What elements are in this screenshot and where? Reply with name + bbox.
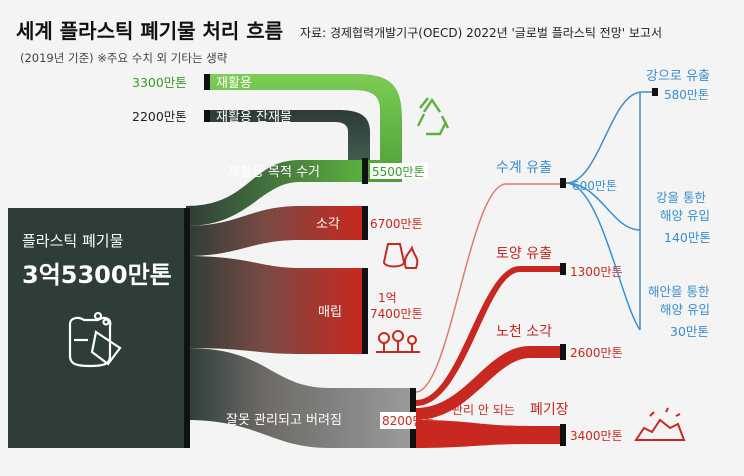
incineration-label: 소각: [316, 217, 340, 232]
landfill-flow-band: [186, 256, 362, 354]
residue-value: 2200만톤: [132, 109, 187, 124]
landfill-value-line2: 7400만톤: [370, 307, 423, 321]
recycled-value: 3300만톤: [132, 75, 187, 90]
incineration-flow-band: [186, 206, 362, 256]
water-label: 수계 유출: [496, 160, 552, 176]
source-label: 플라스틱 폐기물: [22, 232, 123, 250]
waste-pile-icon: [634, 407, 686, 441]
fire-bag-icon: [382, 243, 419, 269]
recycling-collection-band: [186, 160, 362, 226]
river-label: 강으로 유출: [646, 69, 710, 84]
water-value: 600만톤: [572, 179, 617, 193]
river-ocean-line2: 해양 유입: [660, 208, 710, 223]
recycle-icon: [416, 97, 450, 136]
source-box: [8, 208, 184, 448]
collected-label: 재활용 목적 수거: [228, 165, 320, 180]
landfill-icon: [376, 330, 420, 353]
unmanaged-label: 폐기장: [530, 402, 569, 418]
recycled-label: 재활용: [216, 76, 252, 91]
soil-label: 토양 유출: [496, 246, 552, 262]
source-bar: [184, 208, 190, 448]
residue-node: [204, 110, 210, 122]
unmanaged-value: 3400만톤: [570, 429, 623, 443]
river-value: 580만톤: [664, 88, 709, 102]
collected-value-bg: [370, 163, 428, 179]
soil-node: [560, 263, 566, 275]
residue-loop-band: [206, 110, 370, 160]
soil-outflow-band: [416, 266, 562, 406]
mismanaged-label: 잘못 관리되고 버려짐: [226, 413, 342, 428]
page-title: 세계 플라스틱 폐기물 처리 흐름: [16, 19, 283, 43]
collected-node: [362, 158, 368, 184]
unmanaged-prefix: 관리 안 되는: [452, 403, 515, 417]
river-ocean-line1: 강을 통한: [656, 190, 706, 205]
coast-ocean-line1: 해안을 통한: [648, 284, 710, 299]
soil-value: 1300만톤: [570, 265, 623, 279]
residue-label: 재활용 잔재물: [216, 110, 292, 125]
incineration-value: 6700만톤: [370, 217, 423, 231]
collected-value: 5500만톤: [372, 165, 425, 179]
base-year-note: (2019년 기준) ※주요 수치 외 기타는 생략: [20, 51, 228, 65]
landfill-value-line1: 1억: [378, 291, 397, 305]
river-node: [652, 88, 658, 96]
coast-ocean-value: 30만톤: [670, 324, 709, 339]
landfill-label: 매립: [318, 305, 342, 320]
trash-bag-icon: [68, 311, 122, 368]
river-ocean-value: 140만톤: [664, 230, 711, 245]
open-burning-label: 노천 소각: [496, 324, 552, 340]
source-note: 자료: 경제협력개발기구(OECD) 2022년 '글로벌 플라스틱 전망' 보…: [300, 26, 662, 40]
recycled-node: [204, 74, 210, 90]
open-burning-band: [416, 346, 562, 420]
water-branch-lines: [565, 91, 654, 331]
open-burning-node: [560, 344, 566, 360]
landfill-node: [362, 268, 368, 354]
mismanaged-flow-band: [186, 348, 410, 448]
open-burning-value: 2600만톤: [570, 346, 623, 360]
water-outflow-line: [415, 183, 560, 393]
unmanaged-dump-band: [416, 420, 562, 448]
water-node: [560, 178, 566, 188]
incineration-node: [362, 206, 368, 240]
source-value: 3억5300만톤: [22, 261, 172, 289]
unmanaged-node: [560, 424, 566, 446]
coast-ocean-line2: 해양 유입: [660, 302, 710, 317]
